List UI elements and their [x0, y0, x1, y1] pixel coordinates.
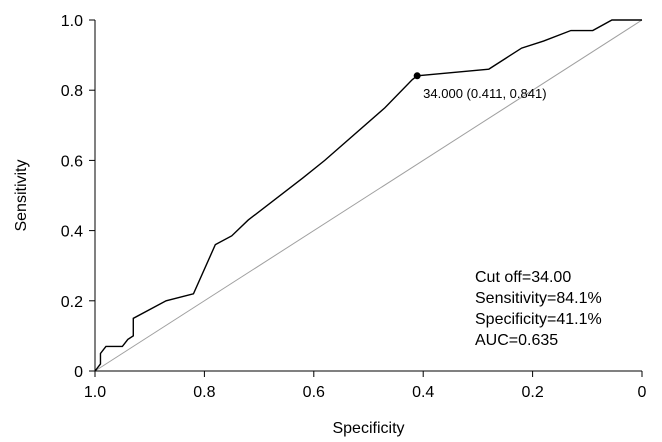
- annotation-auc: AUC=0.635: [475, 332, 558, 349]
- y-axis-title: Sensitivity: [13, 159, 30, 231]
- y-tick-label: 0.6: [61, 153, 83, 170]
- x-tick-label: 0.8: [193, 384, 215, 401]
- x-axis-title: Specificity: [332, 420, 404, 437]
- plot-area: 34.000 (0.411, 0.841): [94, 19, 643, 372]
- x-tick-label: 0.6: [303, 384, 325, 401]
- x-tick-label: 0: [638, 384, 647, 401]
- x-tick-label: 1.0: [84, 384, 106, 401]
- annotation-sensitivity: Sensitivity=84.1%: [475, 290, 602, 307]
- y-tick-label: 0.4: [61, 224, 83, 241]
- y-tick-label: 0.2: [61, 294, 83, 311]
- y-tick-label: 0: [74, 364, 83, 381]
- x-tick-label: 0.2: [521, 384, 543, 401]
- annotation-specificity: Specificity=41.1%: [475, 311, 602, 328]
- y-tick-label: 0.8: [61, 83, 83, 100]
- x-axis-ticks: 1.0 0.8 0.6 0.4 0.2 0: [84, 371, 647, 401]
- cutoff-point-label: 34.000 (0.411, 0.841): [423, 86, 546, 101]
- cutoff-point-marker: [413, 72, 421, 80]
- x-tick-label: 0.4: [412, 384, 434, 401]
- axes: 1.0 0.8 0.6 0.4 0.2 0 0 0.2 0.4 0.6 0.8 1.0: [61, 13, 647, 401]
- y-axis-ticks: 0 0.2 0.4 0.6 0.8 1.0: [61, 13, 95, 381]
- reference-diagonal-line: [94, 19, 643, 372]
- roc-curve-line: [94, 19, 642, 372]
- annotation-cutoff: Cut off=34.00: [475, 269, 571, 286]
- stats-annotation: Cut off=34.00 Sensitivity=84.1% Specific…: [475, 269, 602, 349]
- y-tick-label: 1.0: [61, 13, 83, 30]
